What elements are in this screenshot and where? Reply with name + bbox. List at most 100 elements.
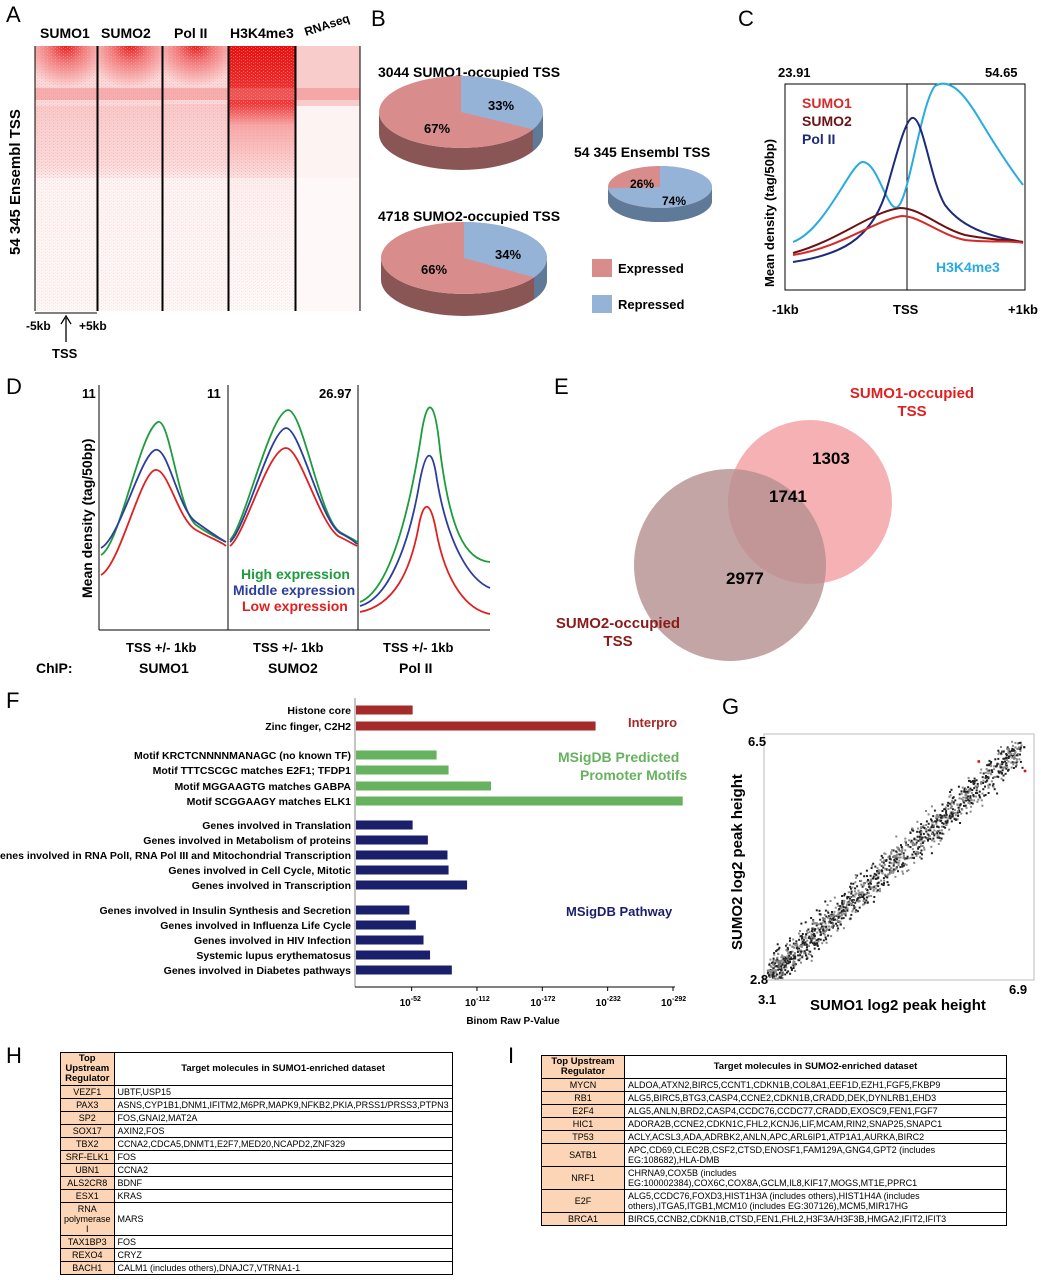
g-point	[881, 870, 884, 872]
g-point	[907, 869, 910, 872]
table-i-row: MYCN ALDOA,ATXN2,BIRC5,CCNT1,CDKN1B,COL8A…	[541, 1078, 1007, 1092]
g-point	[850, 882, 853, 885]
table-i-regulator-cell: SATB1	[541, 1143, 625, 1167]
g-point	[801, 950, 804, 953]
g-point	[985, 768, 988, 770]
g-point	[854, 881, 857, 884]
table-i-targets-cell: ADORA2B,CCNE2,CDKN1C,FHL2,KCNJ6,LIF,MCAM…	[624, 1117, 1007, 1131]
g-point	[786, 946, 789, 949]
g-point	[855, 909, 858, 912]
g-point	[850, 903, 853, 906]
g-point	[904, 840, 907, 843]
panel-b-pies: 3044 SUMO1-occupied TSS 4718 SUMO2-occup…	[378, 64, 712, 316]
g-point	[827, 911, 830, 914]
table-i-header-regulator: Top Upstream Regulator	[541, 1055, 625, 1079]
g-point	[929, 837, 932, 840]
table-i-targets-cell: CHRNA9,COX5B (includes EG:100002384),COX…	[624, 1166, 1007, 1190]
table-h-row: SOX17 AXIN2,FOS	[60, 1124, 453, 1138]
g-point	[791, 950, 794, 953]
g-point	[837, 916, 840, 918]
g-point	[994, 758, 997, 761]
g-point	[876, 870, 878, 872]
g-point	[788, 944, 791, 947]
f-xtick: 10-52	[400, 996, 421, 1009]
g-point	[945, 813, 948, 816]
g-point	[988, 759, 991, 762]
c-legend-sumo2: SUMO2	[802, 113, 852, 129]
panel-label-f: F	[6, 688, 20, 713]
f-bar	[356, 965, 452, 975]
g-point	[859, 894, 862, 897]
g-point	[884, 867, 887, 870]
table-h-regulator-cell: TBX2	[60, 1137, 115, 1151]
g-point	[998, 751, 1000, 754]
g-point	[779, 968, 782, 971]
g-point	[851, 899, 854, 902]
g-point	[806, 929, 808, 932]
g-point	[900, 853, 903, 856]
g-point	[805, 958, 808, 960]
g-point	[1017, 754, 1019, 757]
g-point	[785, 944, 787, 947]
table-i-targets-cell: ALG5,CCDC76,FOXD3,HIST1H3A (includes oth…	[624, 1189, 1007, 1213]
g-point	[774, 977, 777, 980]
panel-label-i: I	[508, 1043, 515, 1068]
g-point	[984, 780, 987, 783]
g-point	[883, 852, 886, 855]
g-point	[841, 903, 844, 906]
g-point	[951, 813, 954, 816]
g-point	[843, 892, 846, 895]
g-point	[997, 771, 1000, 774]
g-point	[884, 873, 886, 876]
f-bar-label: Histone core	[287, 705, 351, 717]
g-point	[888, 872, 891, 875]
g-point	[1009, 753, 1012, 756]
g-point	[953, 818, 956, 821]
g-point	[793, 956, 796, 959]
venn-sumo2-label-2: TSS	[603, 633, 632, 650]
heatmap-col-sumo2: SUMO2	[101, 25, 151, 41]
g-point	[771, 973, 774, 976]
g-point	[815, 909, 818, 912]
table-h-targets-cell: FOS	[113, 1235, 453, 1249]
g-point	[788, 951, 791, 954]
g-point	[809, 953, 812, 956]
g-point	[942, 822, 945, 825]
g-point	[774, 962, 777, 965]
g-point	[872, 875, 875, 878]
g-point	[1007, 757, 1010, 759]
g-point	[963, 790, 966, 793]
d-chip-polii: Pol II	[399, 660, 432, 676]
g-point	[916, 851, 919, 854]
g-point	[980, 782, 983, 785]
g-point	[932, 815, 935, 818]
heatmap-ylabel: 54 345 Ensembl TSS	[7, 109, 24, 255]
f-xtick: 10-172	[530, 996, 555, 1009]
g-point	[790, 968, 793, 970]
d-legend-low: Low expression	[242, 598, 348, 614]
legend-swatch-repressed	[592, 295, 612, 313]
g-point	[818, 909, 821, 912]
g-point	[796, 944, 799, 947]
g-point	[822, 931, 825, 934]
g-point	[868, 886, 871, 888]
g-point	[818, 928, 821, 931]
g-point	[778, 946, 781, 949]
g-point	[860, 879, 863, 882]
g-point	[821, 917, 824, 920]
g-point	[925, 828, 928, 830]
f-group-pathway: MSigDB Pathway	[566, 904, 673, 919]
g-point	[849, 885, 852, 888]
g-point	[1012, 767, 1015, 769]
g-point	[942, 825, 945, 828]
g-point	[899, 866, 902, 869]
g-point	[929, 829, 932, 832]
g-point	[827, 921, 830, 924]
g-point	[901, 849, 904, 852]
g-point	[850, 887, 852, 890]
g-point	[949, 791, 952, 793]
g-point	[933, 824, 935, 827]
g-point	[776, 960, 779, 963]
g-point	[956, 811, 959, 814]
pie1-title: 3044 SUMO1-occupied TSS	[378, 64, 560, 80]
